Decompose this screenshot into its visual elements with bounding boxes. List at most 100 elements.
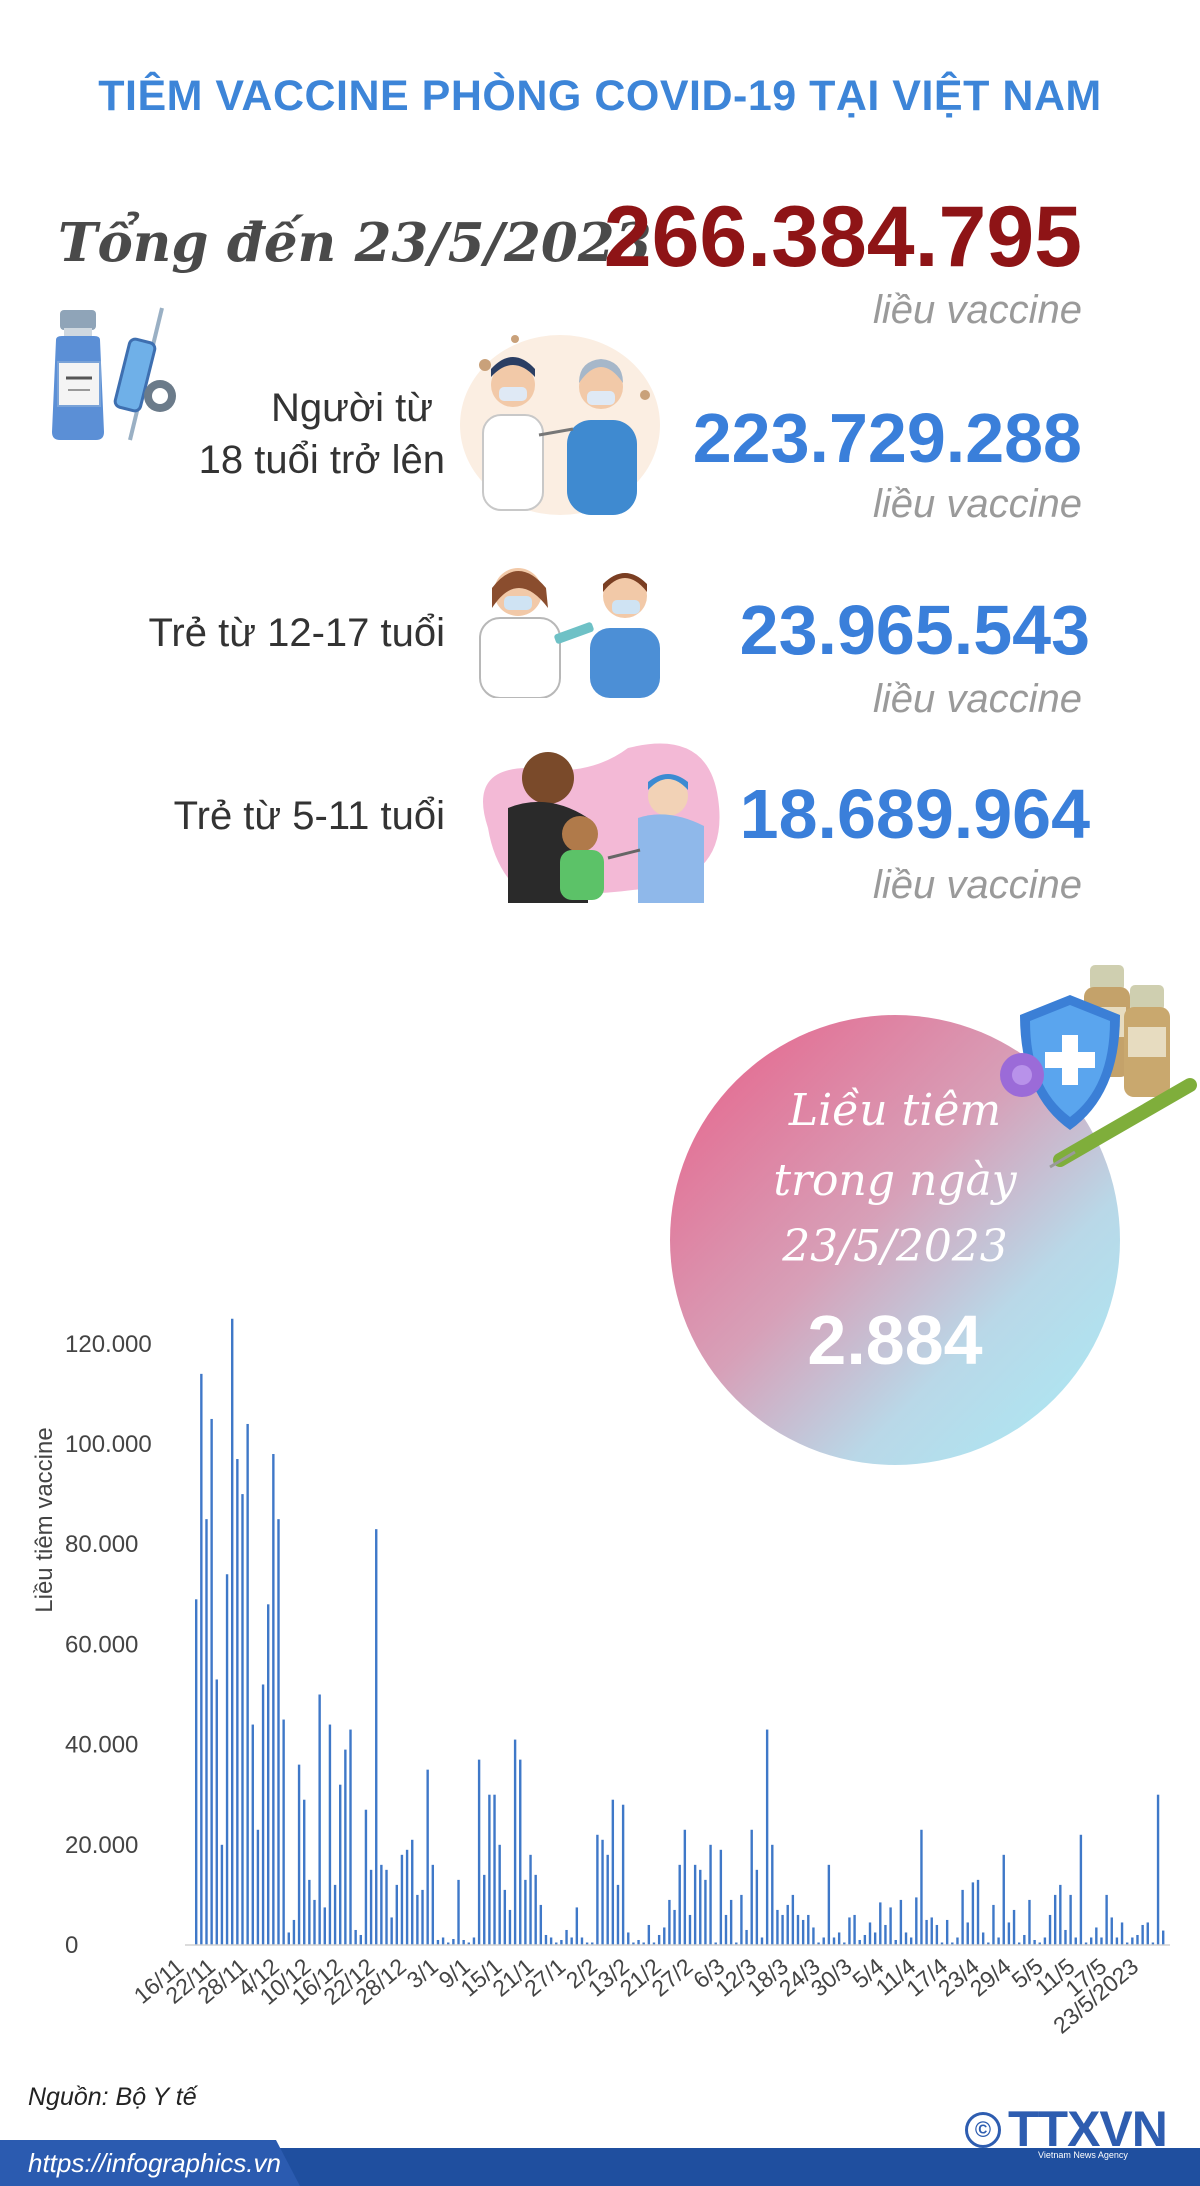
bar	[606, 1854, 609, 1945]
bar	[359, 1934, 362, 1945]
bar	[673, 1909, 676, 1945]
bar	[621, 1804, 625, 1945]
bar	[297, 1764, 301, 1945]
group-child-label-line1: Trẻ từ 5-11 tuổi	[173, 794, 445, 838]
bar	[611, 1799, 615, 1945]
footer-url[interactable]: https://infographics.vn	[28, 2148, 281, 2178]
bar	[277, 1519, 280, 1945]
bar	[390, 1917, 393, 1945]
bar	[724, 1914, 728, 1945]
daily-doses-chart: Liều tiêm vaccine 0 20.000 40.000 60.000 80.…	[31, 1318, 1170, 2039]
bar	[447, 1942, 450, 1945]
vaccine-bottle-icon	[52, 307, 176, 441]
bar	[585, 1942, 589, 1945]
y-tick-label: 100.000	[65, 1431, 152, 1458]
bar	[1115, 1937, 1119, 1945]
bar	[709, 1844, 712, 1945]
bar	[436, 1939, 440, 1945]
bar	[827, 1864, 831, 1945]
bar	[477, 1759, 481, 1945]
bar	[241, 1494, 244, 1945]
bar	[750, 1829, 753, 1945]
bar	[935, 1924, 939, 1945]
bar	[688, 1914, 692, 1945]
bar	[1028, 1899, 1031, 1945]
bar	[1125, 1942, 1129, 1945]
bar	[1095, 1927, 1098, 1946]
bar	[981, 1932, 985, 1945]
bar	[992, 1904, 995, 1945]
bar	[920, 1829, 923, 1945]
bar	[1038, 1942, 1041, 1945]
bar	[431, 1864, 435, 1945]
bar	[200, 1373, 203, 1945]
bar	[1146, 1922, 1149, 1945]
bar	[236, 1459, 239, 1945]
bar	[210, 1418, 213, 1945]
adult-vaccination-illustration	[460, 335, 660, 515]
bar	[483, 1874, 486, 1945]
y-tick-label: 0	[65, 1932, 78, 1959]
bar	[745, 1929, 748, 1945]
group-adult-value: 223.729.288	[692, 399, 1082, 477]
bar	[930, 1917, 933, 1945]
bar	[565, 1929, 568, 1945]
bar	[997, 1937, 1000, 1945]
bar	[1064, 1929, 1067, 1945]
bar	[627, 1932, 630, 1945]
page-title: TIÊM VACCINE PHÒNG COVID-19 TẠI VIỆT NAM	[98, 72, 1102, 120]
bar	[699, 1869, 702, 1945]
bar	[729, 1899, 733, 1945]
bar	[1043, 1937, 1047, 1945]
bar	[735, 1942, 738, 1945]
bar	[1002, 1854, 1005, 1945]
bar	[771, 1844, 774, 1945]
source-text: Nguồn: Bộ Y tế	[28, 2083, 197, 2111]
bar	[637, 1939, 640, 1945]
bar	[858, 1939, 861, 1945]
bar	[364, 1809, 368, 1945]
teen-vaccination-illustration	[479, 568, 660, 698]
bubble-line2: trong ngày	[773, 1155, 1017, 1206]
bar	[539, 1904, 543, 1945]
y-tick-label: 20.000	[65, 1832, 138, 1859]
bar	[889, 1907, 892, 1945]
bar	[333, 1884, 337, 1945]
bar	[961, 1889, 964, 1945]
bar	[884, 1924, 887, 1945]
bar	[693, 1864, 697, 1945]
group-child-value: 18.689.964	[739, 775, 1090, 853]
group-teen-label-line1: Trẻ từ 12-17 tuổi	[148, 611, 445, 655]
bar	[925, 1919, 928, 1945]
bar	[555, 1942, 558, 1945]
bar	[863, 1934, 867, 1945]
bar	[498, 1844, 501, 1945]
bar	[339, 1784, 342, 1945]
group-teen-label: Trẻ từ 12-17 tuổi	[148, 607, 445, 659]
bar	[1069, 1894, 1072, 1945]
bar	[1089, 1937, 1093, 1945]
bar	[832, 1937, 836, 1945]
bar	[1033, 1939, 1036, 1945]
bar	[1084, 1942, 1088, 1945]
bar	[385, 1869, 388, 1945]
bar	[853, 1914, 856, 1945]
bar	[467, 1942, 471, 1945]
bar	[966, 1922, 969, 1945]
bar	[323, 1907, 326, 1945]
bar	[740, 1894, 743, 1945]
bar	[1131, 1937, 1134, 1945]
bar	[195, 1599, 198, 1945]
bar	[380, 1864, 383, 1945]
bar	[457, 1879, 460, 1945]
bar	[488, 1794, 491, 1945]
ttxvn-logo-sub: Vietnam News Agency	[1038, 2150, 1128, 2160]
bar	[940, 1942, 944, 1945]
bar	[1120, 1922, 1124, 1945]
bar	[349, 1729, 352, 1945]
bar	[956, 1937, 959, 1945]
bar	[601, 1839, 604, 1945]
bar	[570, 1937, 573, 1945]
footer-url-box	[0, 2140, 300, 2186]
bar	[591, 1942, 594, 1945]
